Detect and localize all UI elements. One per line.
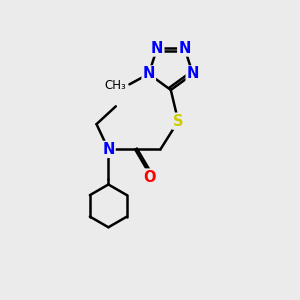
Text: N: N — [187, 66, 199, 81]
Text: O: O — [144, 169, 156, 184]
Text: N: N — [102, 142, 115, 157]
Text: N: N — [142, 66, 155, 81]
Text: N: N — [178, 40, 190, 56]
Text: S: S — [173, 114, 184, 129]
Text: N: N — [151, 40, 164, 56]
Text: CH₃: CH₃ — [105, 79, 127, 92]
